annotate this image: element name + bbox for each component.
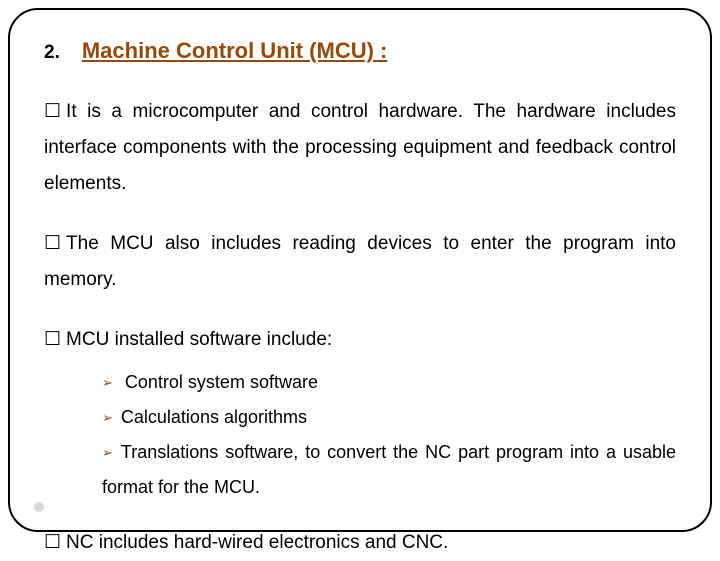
sub-item-1: ➢ Control system software bbox=[102, 365, 676, 400]
heading-number: 2. bbox=[44, 42, 60, 64]
sub-item-2: ➢ Calculations algorithms bbox=[102, 400, 676, 435]
bullet-2: ☐The MCU also includes reading devices t… bbox=[44, 226, 676, 298]
bullet-3: ☐MCU installed software include: bbox=[44, 322, 676, 358]
sub-item-2-text: Calculations algorithms bbox=[121, 407, 307, 427]
sub-item-3-text: Translations software, to convert the NC… bbox=[102, 442, 676, 497]
heading-row: 2. Machine Control Unit (MCU) : bbox=[44, 38, 676, 64]
heading-title: Machine Control Unit (MCU) : bbox=[82, 38, 388, 64]
sub-item-3: ➢Translations software, to convert the N… bbox=[102, 435, 676, 505]
bullet-1-text: It is a microcomputer and control hardwa… bbox=[44, 101, 676, 194]
bullet-4-text: NC includes hard-wired electronics and C… bbox=[66, 532, 448, 553]
arrow-icon: ➢ bbox=[102, 405, 113, 430]
checkbox-icon: ☐ bbox=[44, 101, 61, 122]
sub-list: ➢ Control system software ➢ Calculations a… bbox=[102, 365, 676, 505]
checkbox-icon: ☐ bbox=[44, 233, 61, 254]
bullet-4: ☐NC includes hard-wired electronics and … bbox=[44, 525, 676, 561]
bullet-3-text: MCU installed software include: bbox=[66, 329, 332, 350]
bullet-1: ☐It is a microcomputer and control hardw… bbox=[44, 94, 676, 202]
corner-dot-icon bbox=[34, 502, 44, 512]
arrow-icon: ➢ bbox=[102, 440, 113, 465]
checkbox-icon: ☐ bbox=[44, 329, 61, 350]
sub-item-1-text: Control system software bbox=[125, 372, 318, 392]
slide-frame: 2. Machine Control Unit (MCU) : ☐It is a… bbox=[8, 8, 712, 532]
arrow-icon: ➢ bbox=[102, 370, 113, 395]
bullet-2-text: The MCU also includes reading devices to… bbox=[44, 233, 676, 290]
checkbox-icon: ☐ bbox=[44, 532, 61, 553]
